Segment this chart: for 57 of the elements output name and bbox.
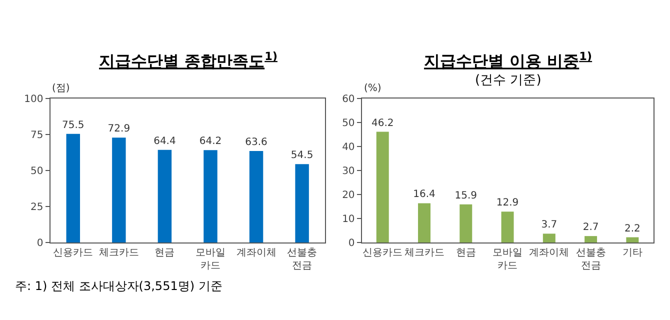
x-tick-label: 현금 (456, 248, 476, 259)
x-tick-label: 기타 (622, 248, 642, 259)
bar (112, 138, 126, 243)
y-tick-label: 10 (342, 214, 355, 226)
bar (66, 134, 80, 243)
x-tick-label: 체크카드 (404, 248, 444, 259)
bar (249, 151, 264, 243)
y-tick-label: 75 (30, 130, 44, 142)
chart-title: 지급수단별 종합만족도$^{1)}$ (99, 50, 278, 71)
data-label: 64.4 (154, 136, 176, 147)
data-label: 2.7 (582, 222, 599, 234)
y-tick-label: 60 (342, 94, 355, 106)
chart-subtitle: (건수 기준) (475, 73, 542, 88)
x-tick-label: 신용카드 (53, 248, 94, 259)
data-label: 46.2 (371, 118, 394, 129)
bar (460, 204, 472, 243)
x-tick-label: 계좌이체 (236, 248, 276, 259)
y-tick-label: 50 (342, 118, 355, 130)
x-tick-label: 모바일 카드 (492, 248, 523, 272)
bar (295, 164, 309, 243)
x-tick-label: 계좌이체 (529, 248, 570, 259)
x-tick-label: 현금 (154, 248, 175, 259)
x-tick-label: 신용카드 (362, 248, 403, 259)
x-tick-label: 선불충전금 (287, 248, 318, 272)
data-label: 54.5 (290, 150, 314, 162)
y-tick-label: 0 (36, 238, 44, 250)
data-label: 15.9 (454, 190, 478, 202)
bar (158, 150, 172, 243)
data-label: 12.9 (496, 198, 519, 209)
data-label: 75.5 (62, 120, 84, 131)
x-tick-label: 선불충전금 (576, 248, 606, 272)
y-tick-label: 50 (30, 166, 44, 178)
bar (501, 212, 514, 243)
text: 주: 1) 전체 조사대상자(3,551명) 기준 (15, 279, 222, 293)
bar (204, 150, 218, 243)
data-label: 63.6 (245, 137, 268, 148)
bar (418, 203, 430, 243)
data-label: 3.7 (541, 220, 558, 231)
y-axis-title: (%) (364, 83, 382, 94)
y-tick-label: 20 (342, 190, 355, 202)
bar (376, 132, 389, 243)
x-tick-label: 체크카드 (98, 248, 139, 259)
y-tick-label: 100 (24, 94, 44, 106)
bar (542, 234, 556, 243)
y-tick-label: 25 (30, 202, 44, 214)
data-label: 72.9 (108, 124, 130, 135)
y-axis-title: (점) (52, 83, 70, 94)
y-tick-label: 40 (342, 142, 355, 154)
bar (626, 237, 639, 243)
data-label: 16.4 (413, 189, 436, 200)
data-label: 2.2 (624, 223, 640, 234)
chart-title: 지급수단별 이용 비중$^{1)}$ (424, 50, 592, 71)
y-tick-label: 0 (348, 238, 355, 250)
bar (584, 236, 598, 243)
x-tick-label: 모바일 카드 (195, 248, 226, 272)
y-tick-label: 30 (342, 166, 355, 178)
data-label: 64.2 (199, 136, 222, 148)
